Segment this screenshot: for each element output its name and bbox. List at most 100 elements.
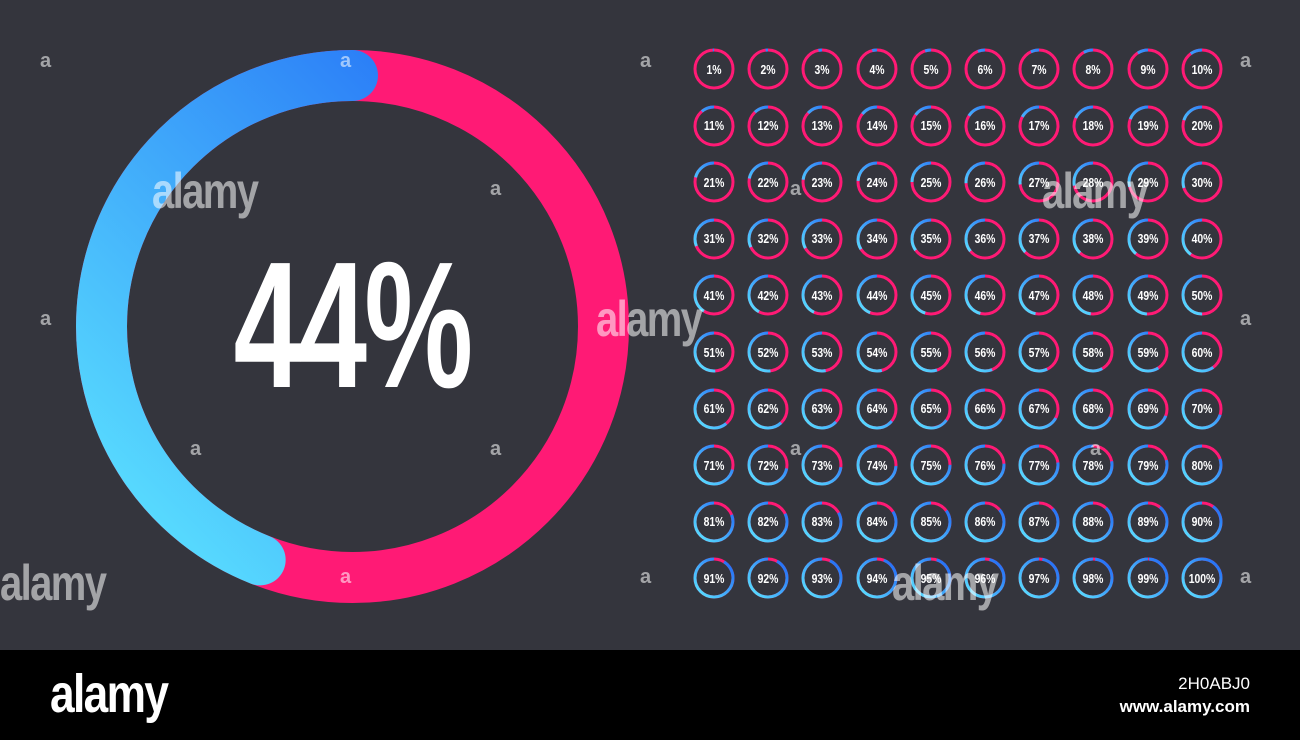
watermark-mark: a xyxy=(1240,308,1252,330)
ring-graphic xyxy=(1181,388,1223,430)
ring-progress xyxy=(856,501,898,543)
ring-progress xyxy=(747,557,789,599)
ring-graphic xyxy=(1018,388,1060,430)
percentage-ring: 85% xyxy=(909,500,953,544)
ring-progress xyxy=(1018,218,1060,260)
ring-progress xyxy=(1127,388,1169,430)
percentage-ring: 71% xyxy=(692,443,736,487)
percentage-label: 74% xyxy=(866,457,888,473)
ring-progress xyxy=(693,161,735,203)
watermark-mark: a xyxy=(190,438,202,460)
percentage-ring-grid: 1% 2% 3% 4% 5% 6% 7% 8% 9% 10% 11% 12% 13% 14% 15% 16% 1… xyxy=(692,47,1232,607)
percentage-label: 44% xyxy=(866,287,888,303)
percentage-ring: 35% xyxy=(909,217,953,261)
ring-progress xyxy=(1072,388,1114,430)
ring-graphic xyxy=(856,501,898,543)
percentage-label: 94% xyxy=(866,570,888,586)
percentage-label: 80% xyxy=(1191,457,1213,473)
percentage-ring: 11% xyxy=(692,104,736,148)
ring-graphic xyxy=(910,48,952,90)
ring-progress xyxy=(747,388,789,430)
ring-graphic xyxy=(1072,161,1114,203)
percentage-ring: 94% xyxy=(855,556,899,600)
ring-graphic xyxy=(693,48,735,90)
percentage-label: 54% xyxy=(866,344,888,360)
percentage-ring: 42% xyxy=(746,273,790,317)
percentage-ring: 86% xyxy=(963,500,1007,544)
percentage-label: 6% xyxy=(977,61,993,77)
percentage-ring: 56% xyxy=(963,330,1007,374)
ring-graphic xyxy=(964,557,1006,599)
percentage-ring: 54% xyxy=(855,330,899,374)
percentage-label: 10% xyxy=(1191,61,1213,77)
main-ring-progress xyxy=(76,50,629,603)
ring-graphic xyxy=(964,444,1006,486)
percentage-label: 82% xyxy=(757,514,779,530)
ring-progress xyxy=(856,444,898,486)
ring-progress xyxy=(1127,161,1169,203)
percentage-label: 27% xyxy=(1028,174,1050,190)
ring-progress xyxy=(964,331,1006,373)
ring-graphic xyxy=(964,331,1006,373)
percentage-ring: 18% xyxy=(1071,104,1115,148)
ring-progress xyxy=(801,105,843,147)
ring-progress xyxy=(1018,48,1060,90)
ring-graphic xyxy=(1018,331,1060,373)
ring-graphic xyxy=(910,274,952,316)
percentage-ring: 36% xyxy=(963,217,1007,261)
ring-graphic xyxy=(964,274,1006,316)
percentage-label: 11% xyxy=(703,118,725,134)
ring-graphic xyxy=(693,444,735,486)
ring-graphic xyxy=(856,161,898,203)
ring-graphic xyxy=(964,105,1006,147)
percentage-ring: 68% xyxy=(1071,387,1115,431)
ring-graphic xyxy=(1018,274,1060,316)
ring-graphic xyxy=(801,501,843,543)
percentage-label: 28% xyxy=(1082,174,1104,190)
percentage-ring: 23% xyxy=(800,160,844,204)
ring-graphic xyxy=(910,388,952,430)
ring-progress xyxy=(964,161,1006,203)
ring-graphic xyxy=(1127,388,1169,430)
percentage-label: 42% xyxy=(757,287,779,303)
ring-graphic xyxy=(856,105,898,147)
ring-progress xyxy=(856,105,898,147)
ring-graphic xyxy=(1018,444,1060,486)
ring-progress xyxy=(964,105,1006,147)
ring-progress xyxy=(856,218,898,260)
watermark-mark: a xyxy=(1240,566,1252,588)
percentage-ring: 72% xyxy=(746,443,790,487)
ring-progress xyxy=(1018,388,1060,430)
ring-progress xyxy=(1181,388,1223,430)
ring-graphic xyxy=(1181,331,1223,373)
percentage-ring: 27% xyxy=(1017,160,1061,204)
ring-progress xyxy=(1072,161,1114,203)
watermark-mark: a xyxy=(1240,50,1252,72)
ring-graphic xyxy=(910,218,952,260)
percentage-label: 85% xyxy=(920,514,942,530)
percentage-ring: 90% xyxy=(1180,500,1224,544)
percentage-label: 69% xyxy=(1137,401,1159,417)
ring-graphic xyxy=(856,274,898,316)
percentage-label: 25% xyxy=(920,174,942,190)
watermark-mark: a xyxy=(40,308,52,330)
percentage-ring: 38% xyxy=(1071,217,1115,261)
percentage-label: 57% xyxy=(1028,344,1050,360)
percentage-label: 87% xyxy=(1028,514,1050,530)
percentage-label: 16% xyxy=(974,118,996,134)
ring-progress xyxy=(1181,161,1223,203)
percentage-ring: 46% xyxy=(963,273,1007,317)
ring-graphic xyxy=(1072,444,1114,486)
ring-progress xyxy=(1127,557,1169,599)
percentage-label: 18% xyxy=(1082,118,1104,134)
percentage-label: 2% xyxy=(760,61,776,77)
watermark-mark: a xyxy=(640,566,652,588)
ring-graphic xyxy=(1181,161,1223,203)
ring-progress xyxy=(801,388,843,430)
ring-progress xyxy=(1018,331,1060,373)
ring-progress xyxy=(1072,557,1114,599)
percentage-label: 20% xyxy=(1191,118,1213,134)
ring-graphic xyxy=(964,501,1006,543)
percentage-label: 17% xyxy=(1028,118,1050,134)
percentage-ring: 59% xyxy=(1126,330,1170,374)
